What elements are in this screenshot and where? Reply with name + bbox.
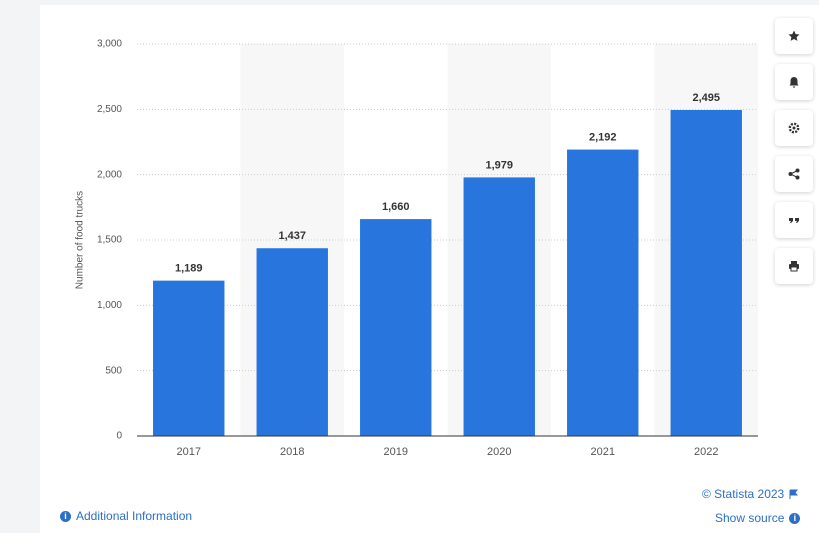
x-tick-label: 2019 [384,446,408,458]
value-label: 1,189 [175,263,203,275]
value-label: 1,437 [278,230,306,242]
show-source-text: Show source [715,511,785,525]
bar [463,177,535,437]
y-tick-label: 0 [116,431,122,442]
y-tick-label: 1,000 [97,300,122,311]
additional-info[interactable]: i Additional Information [60,509,192,523]
y-axis-label: Number of food trucks [75,191,86,289]
y-tick-label: 2,500 [97,104,122,115]
copyright-text: © Statista 2023 [702,487,785,501]
bar [256,248,328,436]
value-label: 1,979 [485,159,513,171]
x-tick-label: 2020 [487,446,511,458]
notification-button[interactable] [775,64,813,100]
value-label: 1,660 [382,201,410,213]
print-button[interactable] [775,248,813,284]
settings-button[interactable] [775,110,813,146]
share-button[interactable] [775,156,813,192]
bar [567,149,639,436]
value-label: 2,495 [692,92,720,104]
x-tick-label: 2017 [177,446,201,458]
copyright[interactable]: © Statista 2023 [702,487,799,501]
favorite-button[interactable] [775,18,813,54]
additional-info-text: Additional Information [76,509,193,523]
x-tick-label: 2021 [591,446,615,458]
y-tick-label: 1,500 [97,235,122,246]
bar [153,280,225,436]
y-tick-label: 3,000 [97,39,122,50]
x-tick-label: 2018 [280,446,304,458]
y-tick-label: 500 [105,365,122,376]
x-tick-label: 2022 [694,446,718,458]
bar [670,109,742,436]
show-source[interactable]: Show source i [715,511,801,525]
cite-button[interactable] [775,202,813,238]
y-tick-label: 2,000 [97,169,122,180]
value-label: 2,192 [589,131,617,143]
bar [360,219,432,436]
